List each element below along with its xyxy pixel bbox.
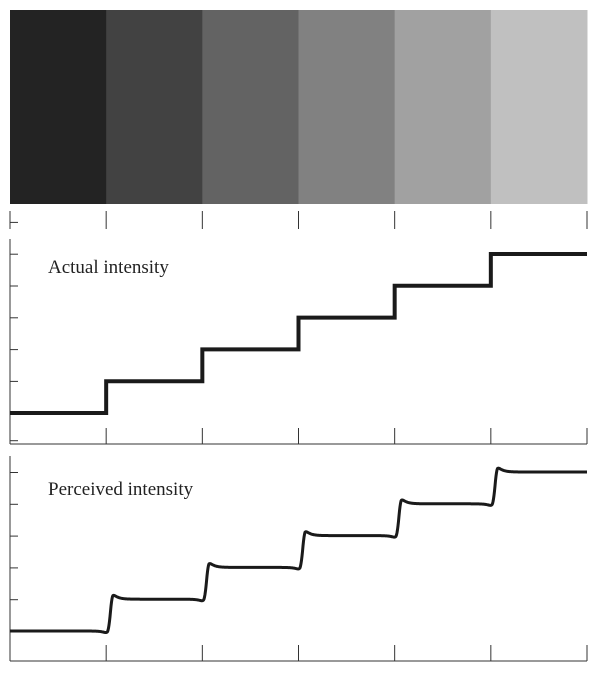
actual-intensity-label: Actual intensity xyxy=(48,257,169,278)
band-1 xyxy=(10,10,107,204)
actual-intensity-line xyxy=(10,252,587,415)
actual-axes xyxy=(9,221,588,445)
band-5 xyxy=(394,10,492,204)
band-4 xyxy=(298,10,396,204)
perceived-intensity-label: Perceived intensity xyxy=(48,479,194,500)
band-2 xyxy=(106,10,203,204)
band-tick-row xyxy=(9,211,588,229)
perceived-intensity-line xyxy=(9,466,588,635)
intensity-bands xyxy=(10,10,588,204)
band-6 xyxy=(490,10,588,204)
perceived-axes xyxy=(9,440,588,662)
perceived-intensity-plot: Perceived intensity xyxy=(9,440,588,662)
band-3 xyxy=(202,10,299,204)
actual-intensity-plot: Actual intensity xyxy=(9,221,588,445)
